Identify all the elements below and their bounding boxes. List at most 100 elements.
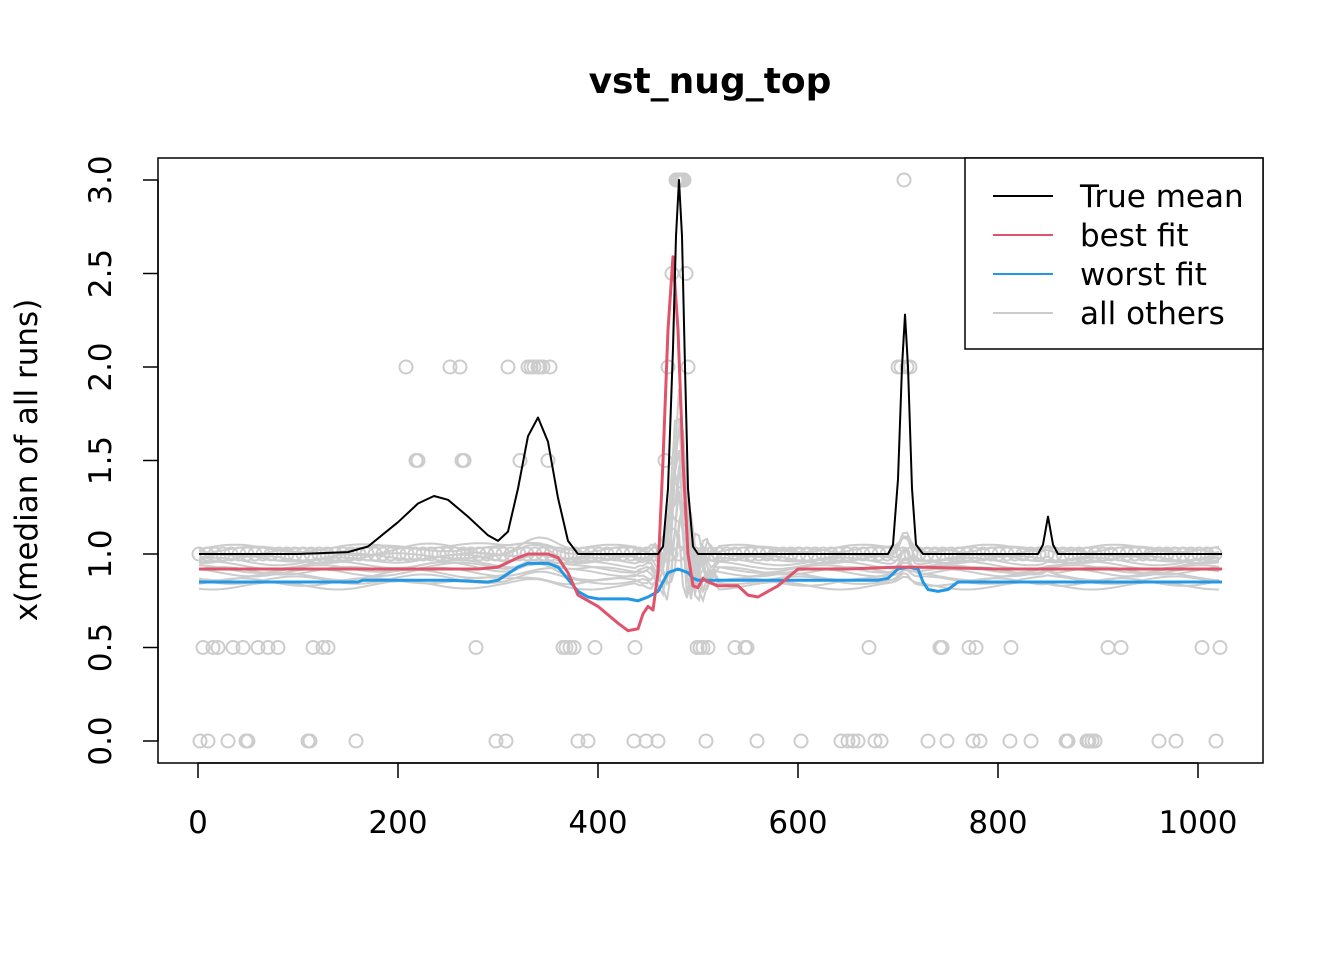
observation-point <box>793 733 809 749</box>
observation-point <box>512 453 528 468</box>
observation-point <box>500 359 516 375</box>
observation-point <box>348 733 364 749</box>
observation-point <box>1113 640 1129 655</box>
x-tick-label: 600 <box>768 805 827 841</box>
observation-point <box>1168 733 1184 749</box>
observation-point <box>526 359 542 375</box>
observation-point <box>1002 733 1018 749</box>
observation-point <box>270 640 286 655</box>
observation-point <box>920 733 936 749</box>
legend-box <box>964 157 1264 350</box>
observation-point <box>678 266 694 281</box>
other-run-line <box>198 454 1220 585</box>
observation-point <box>542 359 558 375</box>
observation-point <box>934 640 950 655</box>
observation-point <box>676 172 692 188</box>
observation-point <box>195 640 211 655</box>
observation-point <box>972 733 988 749</box>
observation-point <box>1194 640 1210 655</box>
y-tick-label: 2.5 <box>83 249 119 298</box>
best-fit-line <box>199 255 1222 633</box>
other-run-line <box>198 526 1220 603</box>
observation-point <box>315 640 331 655</box>
observation-point <box>965 733 981 749</box>
observation-point <box>867 733 883 749</box>
observation-point <box>739 640 755 655</box>
true-mean-line <box>199 179 1222 555</box>
observation-point <box>566 640 582 655</box>
observation-point <box>235 640 251 655</box>
observation-point <box>570 733 586 749</box>
observation-point <box>488 733 504 749</box>
observation-point <box>845 733 861 749</box>
observation-point <box>192 733 208 749</box>
y-tick-label: 2.0 <box>83 342 119 391</box>
y-axis-label: x(median of all runs) <box>9 299 45 622</box>
observation-point <box>698 733 714 749</box>
observation-point <box>442 359 458 375</box>
observation-point <box>1003 640 1019 655</box>
observation-point <box>200 733 216 749</box>
observation-point <box>961 640 977 655</box>
observation-point <box>840 733 856 749</box>
observation-point <box>540 453 556 468</box>
y-tick-label: 3.0 <box>83 155 119 204</box>
observation-point <box>1023 733 1039 749</box>
observation-point <box>657 453 673 468</box>
observation-point <box>205 640 221 655</box>
observation-point <box>410 453 426 468</box>
observation-point <box>1208 733 1224 749</box>
observation-point <box>902 359 918 375</box>
observation-point <box>749 733 765 749</box>
x-tick-label: 800 <box>968 805 1027 841</box>
observation-point <box>302 733 318 749</box>
observation-point <box>320 640 336 655</box>
x-tick-label: 200 <box>368 805 427 841</box>
observation-point <box>650 733 666 749</box>
observation-point <box>398 359 414 375</box>
observation-point <box>861 640 877 655</box>
observation-point <box>225 640 241 655</box>
observation-point <box>498 733 514 749</box>
observation-point <box>968 640 984 655</box>
y-tick-label: 1.5 <box>83 436 119 485</box>
observation-point <box>250 640 266 655</box>
observation-point <box>456 453 472 468</box>
worst-fit-line <box>199 561 1222 603</box>
observation-point <box>260 640 276 655</box>
observation-point <box>695 640 711 655</box>
observation-point <box>558 640 574 655</box>
observation-point <box>535 359 551 375</box>
x-tick-label: 400 <box>568 805 627 841</box>
observation-point <box>1212 640 1228 655</box>
observation-point <box>896 172 912 188</box>
observation-point <box>1060 733 1076 749</box>
observation-point <box>700 640 716 655</box>
plot-area: 0 200 400 600 800 1000 0.0 0.5 1.0 1.5 2.0 2.5 3.0 Tr… <box>83 155 1264 841</box>
legend-label: True mean <box>1079 179 1244 215</box>
observation-point <box>939 733 955 749</box>
chart-title: vst_nug_top <box>589 61 832 102</box>
observation-point <box>580 733 596 749</box>
y-tick-label: 0.5 <box>83 623 119 672</box>
observation-point <box>240 733 256 749</box>
observation-point <box>873 733 889 749</box>
observation-point <box>587 640 603 655</box>
legend-label: all others <box>1080 296 1225 332</box>
x-tick-label: 0 <box>188 805 208 841</box>
y-tick-label: 0.0 <box>83 716 119 765</box>
observation-point <box>562 640 578 655</box>
observation-point <box>680 359 696 375</box>
other-run-line <box>198 388 1220 564</box>
observation-point <box>627 640 643 655</box>
observation-point <box>1087 733 1103 749</box>
y-tick-label: 1.0 <box>83 529 119 578</box>
observation-point <box>850 733 866 749</box>
legend-label: worst fit <box>1080 257 1207 293</box>
x-tick-label: 1000 <box>1159 805 1238 841</box>
observation-point <box>1151 733 1167 749</box>
legend-label: best fit <box>1080 218 1189 254</box>
observation-point <box>210 640 226 655</box>
observation-point <box>305 640 321 655</box>
